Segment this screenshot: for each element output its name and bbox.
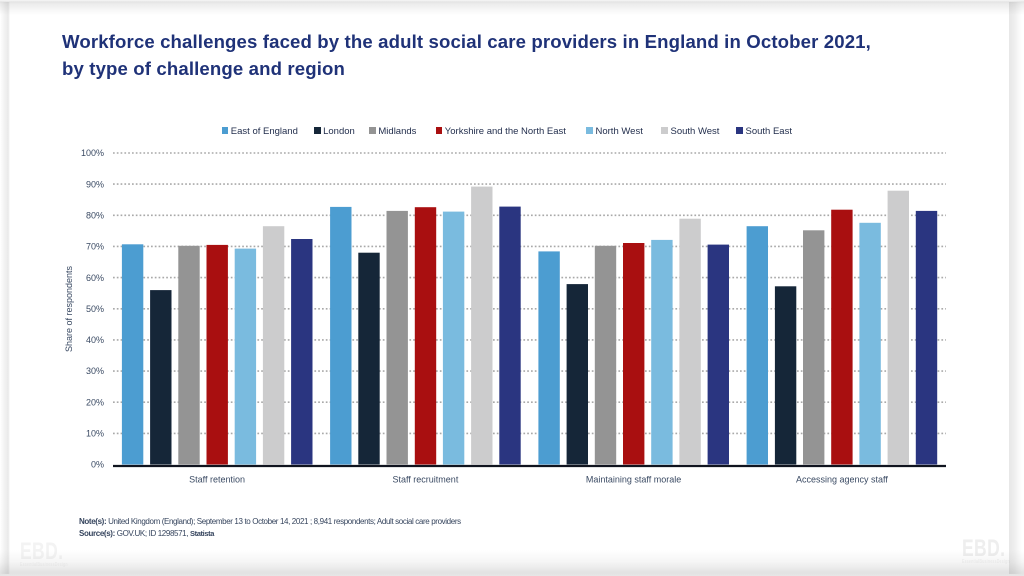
- svg-text:Maintaining staff morale: Maintaining staff morale: [586, 475, 681, 485]
- svg-text:Staff recruitment: Staff recruitment: [392, 475, 458, 485]
- svg-text:10%: 10%: [86, 429, 104, 439]
- svg-text:100%: 100%: [81, 148, 104, 158]
- svg-text:Staff retention: Staff retention: [189, 475, 245, 485]
- svg-text:70%: 70%: [86, 242, 104, 252]
- svg-text:0%: 0%: [91, 460, 104, 470]
- svg-text:Share of respondents: Share of respondents: [64, 265, 74, 352]
- svg-text:90%: 90%: [86, 179, 104, 189]
- svg-text:Accessing agency staff: Accessing agency staff: [796, 475, 888, 485]
- svg-text:60%: 60%: [86, 273, 104, 283]
- svg-text:50%: 50%: [86, 304, 104, 314]
- svg-text:30%: 30%: [86, 366, 104, 376]
- svg-text:40%: 40%: [86, 335, 104, 345]
- svg-text:80%: 80%: [86, 211, 104, 221]
- svg-text:20%: 20%: [86, 397, 104, 407]
